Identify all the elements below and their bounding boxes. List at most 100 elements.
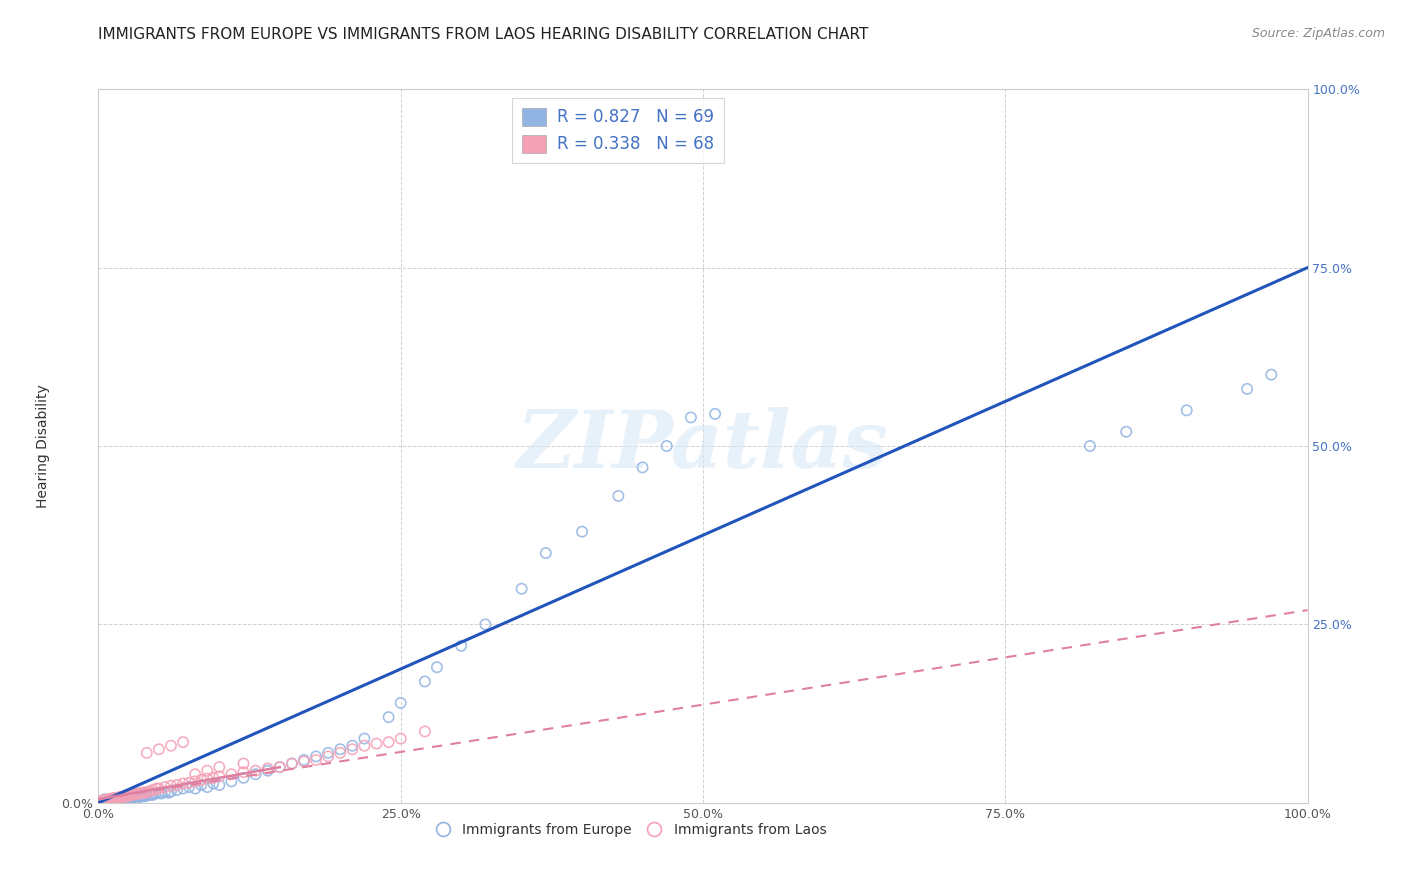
Point bbox=[104, 790, 127, 805]
Point bbox=[108, 790, 131, 805]
Point bbox=[138, 784, 160, 798]
Point bbox=[160, 784, 183, 798]
Point bbox=[166, 783, 188, 797]
Point bbox=[98, 793, 121, 807]
Point bbox=[131, 786, 153, 800]
Point bbox=[184, 781, 207, 796]
Point bbox=[208, 778, 231, 792]
Point bbox=[114, 791, 136, 805]
Point bbox=[148, 786, 170, 800]
Point bbox=[100, 792, 122, 806]
Point bbox=[111, 790, 134, 805]
Point bbox=[179, 776, 201, 790]
Point bbox=[1175, 403, 1198, 417]
Point bbox=[316, 749, 339, 764]
Point bbox=[141, 787, 163, 801]
Point bbox=[1260, 368, 1282, 382]
Point bbox=[110, 790, 132, 805]
Point bbox=[148, 742, 170, 756]
Point bbox=[105, 793, 128, 807]
Point bbox=[135, 785, 157, 799]
Point bbox=[232, 765, 254, 780]
Point bbox=[160, 779, 183, 793]
Text: ZIPatlas: ZIPatlas bbox=[517, 408, 889, 484]
Point bbox=[305, 753, 328, 767]
Point bbox=[91, 794, 114, 808]
Point bbox=[121, 788, 143, 802]
Point bbox=[704, 407, 727, 421]
Point bbox=[135, 746, 157, 760]
Point bbox=[221, 774, 243, 789]
Point bbox=[366, 737, 388, 751]
Point bbox=[157, 786, 180, 800]
Point bbox=[108, 790, 131, 805]
Point bbox=[166, 778, 188, 792]
Point bbox=[1236, 382, 1258, 396]
Point bbox=[97, 792, 120, 806]
Point bbox=[96, 794, 118, 808]
Point bbox=[145, 781, 167, 796]
Point bbox=[97, 794, 120, 808]
Point bbox=[510, 582, 533, 596]
Point bbox=[631, 460, 654, 475]
Point bbox=[534, 546, 557, 560]
Point bbox=[190, 772, 212, 787]
Point bbox=[101, 791, 124, 805]
Legend: Immigrants from Europe, Immigrants from Laos: Immigrants from Europe, Immigrants from … bbox=[429, 817, 832, 842]
Point bbox=[150, 787, 173, 801]
Point bbox=[426, 660, 449, 674]
Point bbox=[172, 735, 194, 749]
Point bbox=[128, 790, 150, 805]
Point bbox=[134, 786, 156, 800]
Point bbox=[118, 791, 141, 805]
Point bbox=[208, 769, 231, 783]
Y-axis label: Hearing Disability: Hearing Disability bbox=[37, 384, 51, 508]
Point bbox=[232, 771, 254, 785]
Point bbox=[413, 724, 436, 739]
Point bbox=[245, 767, 267, 781]
Point bbox=[117, 789, 139, 803]
Point bbox=[127, 787, 149, 801]
Point bbox=[93, 793, 115, 807]
Point bbox=[292, 753, 315, 767]
Point bbox=[153, 780, 176, 794]
Point bbox=[129, 789, 152, 804]
Point bbox=[389, 696, 412, 710]
Point bbox=[103, 791, 125, 805]
Point bbox=[269, 760, 291, 774]
Point bbox=[413, 674, 436, 689]
Point bbox=[232, 756, 254, 771]
Point bbox=[135, 789, 157, 803]
Point bbox=[128, 787, 150, 801]
Point bbox=[111, 790, 134, 805]
Point bbox=[117, 790, 139, 805]
Text: IMMIGRANTS FROM EUROPE VS IMMIGRANTS FROM LAOS HEARING DISABILITY CORRELATION CH: IMMIGRANTS FROM EUROPE VS IMMIGRANTS FRO… bbox=[98, 27, 869, 42]
Point bbox=[153, 785, 176, 799]
Point bbox=[118, 789, 141, 803]
Point bbox=[138, 788, 160, 802]
Point bbox=[107, 791, 129, 805]
Point bbox=[342, 742, 364, 756]
Point bbox=[160, 739, 183, 753]
Point bbox=[305, 749, 328, 764]
Point bbox=[281, 756, 304, 771]
Point bbox=[1078, 439, 1101, 453]
Point bbox=[100, 793, 122, 807]
Point bbox=[450, 639, 472, 653]
Point bbox=[118, 788, 141, 802]
Point bbox=[208, 760, 231, 774]
Point bbox=[172, 781, 194, 796]
Point bbox=[127, 789, 149, 804]
Point bbox=[281, 756, 304, 771]
Point bbox=[655, 439, 678, 453]
Point bbox=[1115, 425, 1137, 439]
Point bbox=[316, 746, 339, 760]
Point bbox=[114, 789, 136, 804]
Point bbox=[342, 739, 364, 753]
Point bbox=[256, 764, 278, 778]
Point bbox=[195, 780, 218, 794]
Point bbox=[124, 790, 146, 805]
Point bbox=[115, 789, 138, 803]
Point bbox=[132, 789, 155, 803]
Point bbox=[142, 783, 165, 797]
